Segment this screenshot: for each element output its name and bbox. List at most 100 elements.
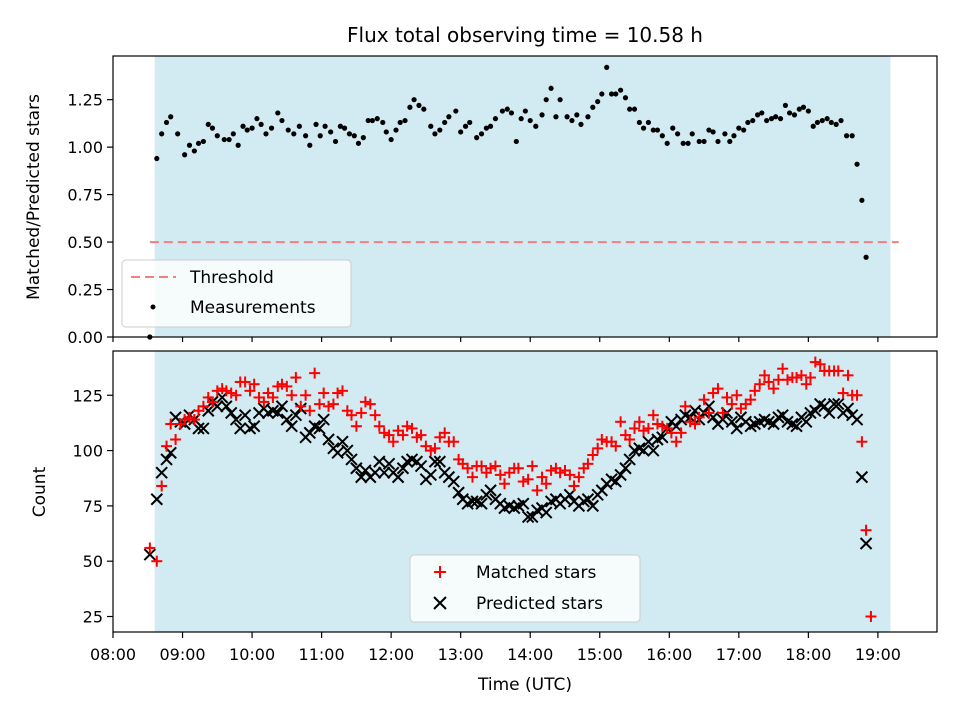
measurement-point: [317, 133, 323, 139]
predicted-star-stroke: [586, 499, 600, 513]
measurement-point: [696, 138, 702, 145]
predicted-star-stroke: [303, 426, 316, 440]
measurement-point: [393, 127, 399, 133]
matched-star-marker: [359, 396, 371, 408]
matched-star-marker: [179, 414, 191, 426]
measurement-point: [487, 123, 494, 129]
measurement-point: [859, 197, 865, 203]
predicted-star-marker: [447, 475, 460, 488]
matched-star-marker: [717, 407, 729, 419]
measurement-point: [268, 125, 275, 131]
predicted-star-marker: [818, 400, 831, 413]
measurement-point: [759, 110, 765, 116]
predicted-star-marker: [702, 400, 716, 413]
predicted-star-stroke: [317, 413, 330, 426]
measurement-point: [736, 125, 742, 131]
measurement-point: [553, 114, 559, 120]
predicted-star-stroke: [637, 444, 650, 457]
predicted-star-stroke: [229, 413, 243, 426]
measurement-point: [474, 135, 480, 141]
matched-star-marker: [332, 387, 344, 399]
matched-star-marker: [318, 387, 330, 399]
measurement-point: [205, 121, 211, 127]
measurement-point: [462, 123, 469, 129]
predicted-star-marker: [160, 453, 173, 466]
matched-star-marker: [494, 469, 506, 481]
matched-legend-label: Matched stars: [476, 563, 596, 583]
predicted-star-marker: [275, 400, 289, 413]
matched-star-marker: [642, 422, 654, 434]
measurement-point: [715, 138, 721, 145]
matched-star-marker: [183, 411, 195, 423]
predicted-star-marker: [637, 444, 650, 457]
measurement-point: [467, 119, 473, 126]
matched-star-marker: [290, 372, 302, 384]
predicted-star-stroke: [197, 422, 210, 435]
matched-star-marker: [610, 440, 622, 452]
predicted-star-stroke: [813, 397, 827, 411]
matched-star-marker: [485, 462, 497, 474]
measurement-point: [244, 127, 250, 133]
predicted-star-marker: [143, 548, 157, 561]
matched-star-marker: [406, 422, 418, 434]
x-tick-label: 18:00: [785, 645, 831, 664]
matched-star-marker: [531, 484, 543, 496]
matched-star-marker: [795, 369, 807, 381]
matched-star-marker: [364, 398, 376, 410]
matched-star-marker: [842, 369, 854, 381]
predicted-star-marker: [517, 497, 530, 510]
measurement-point: [341, 125, 348, 131]
measurement-point: [360, 135, 366, 141]
predicted-star-stroke: [275, 400, 289, 413]
measurement-point: [782, 102, 789, 108]
measurement-point: [374, 116, 380, 122]
ratio-y-tick-label: 1.25: [67, 91, 103, 110]
predicted-star-marker: [725, 415, 739, 429]
measurement-point: [564, 114, 570, 120]
predicted-star-marker: [285, 420, 298, 433]
predicted-star-marker: [225, 406, 238, 420]
predicted-star-marker: [368, 466, 382, 479]
predicted-star-marker: [382, 457, 396, 471]
measurement-point: [828, 119, 834, 126]
matched-star-marker: [731, 389, 743, 401]
measurement-point: [685, 140, 691, 146]
matched-star-marker: [545, 464, 557, 476]
predicted-star-stroke: [818, 400, 831, 413]
measurement-point: [548, 85, 554, 91]
predicted-star-stroke: [859, 537, 873, 550]
matched-star-marker: [781, 374, 793, 386]
predicted-star-stroke: [517, 497, 530, 510]
predicted-star-stroke: [359, 464, 372, 477]
measurement-point: [163, 119, 170, 126]
measurement-point: [622, 95, 629, 101]
measurement-point: [263, 131, 269, 137]
measurement-point: [221, 136, 227, 143]
measurement-point: [670, 125, 676, 131]
ratio-legend-box: [121, 259, 352, 328]
time-x-ticks: 08:00 09:00 10:00 11:00 12:00 13:00 14:00 15:00…: [90, 632, 901, 664]
matched-star-marker: [800, 378, 812, 390]
measurement-point: [796, 106, 802, 112]
ratio-panel: 0.00 0.25 0.50 0.75 1.00 1.25 Flux total obse…: [24, 23, 938, 347]
predicted-star-stroke: [331, 446, 344, 459]
matched-star-marker: [791, 372, 803, 384]
matched-star-marker: [512, 462, 524, 474]
threshold-legend-label: Threshold: [189, 268, 274, 288]
matched-star-marker: [592, 442, 604, 454]
predicted-star-stroke: [220, 400, 233, 413]
matched-star-marker: [721, 391, 733, 403]
matched-star-marker: [225, 387, 237, 399]
predicted-star-marker: [341, 444, 354, 457]
predicted-star-stroke: [841, 402, 855, 415]
measurement-point: [407, 104, 413, 110]
measurement-point: [800, 104, 807, 110]
matched-star-marker: [156, 480, 168, 492]
predicted-star-marker: [373, 455, 386, 468]
measurement-points: [147, 64, 869, 340]
predicted-star-stroke: [526, 510, 539, 524]
measurement-point: [322, 123, 328, 129]
predicted-star-marker: [670, 420, 683, 433]
predicted-star-marker: [790, 420, 803, 433]
measurement-point: [745, 119, 751, 126]
